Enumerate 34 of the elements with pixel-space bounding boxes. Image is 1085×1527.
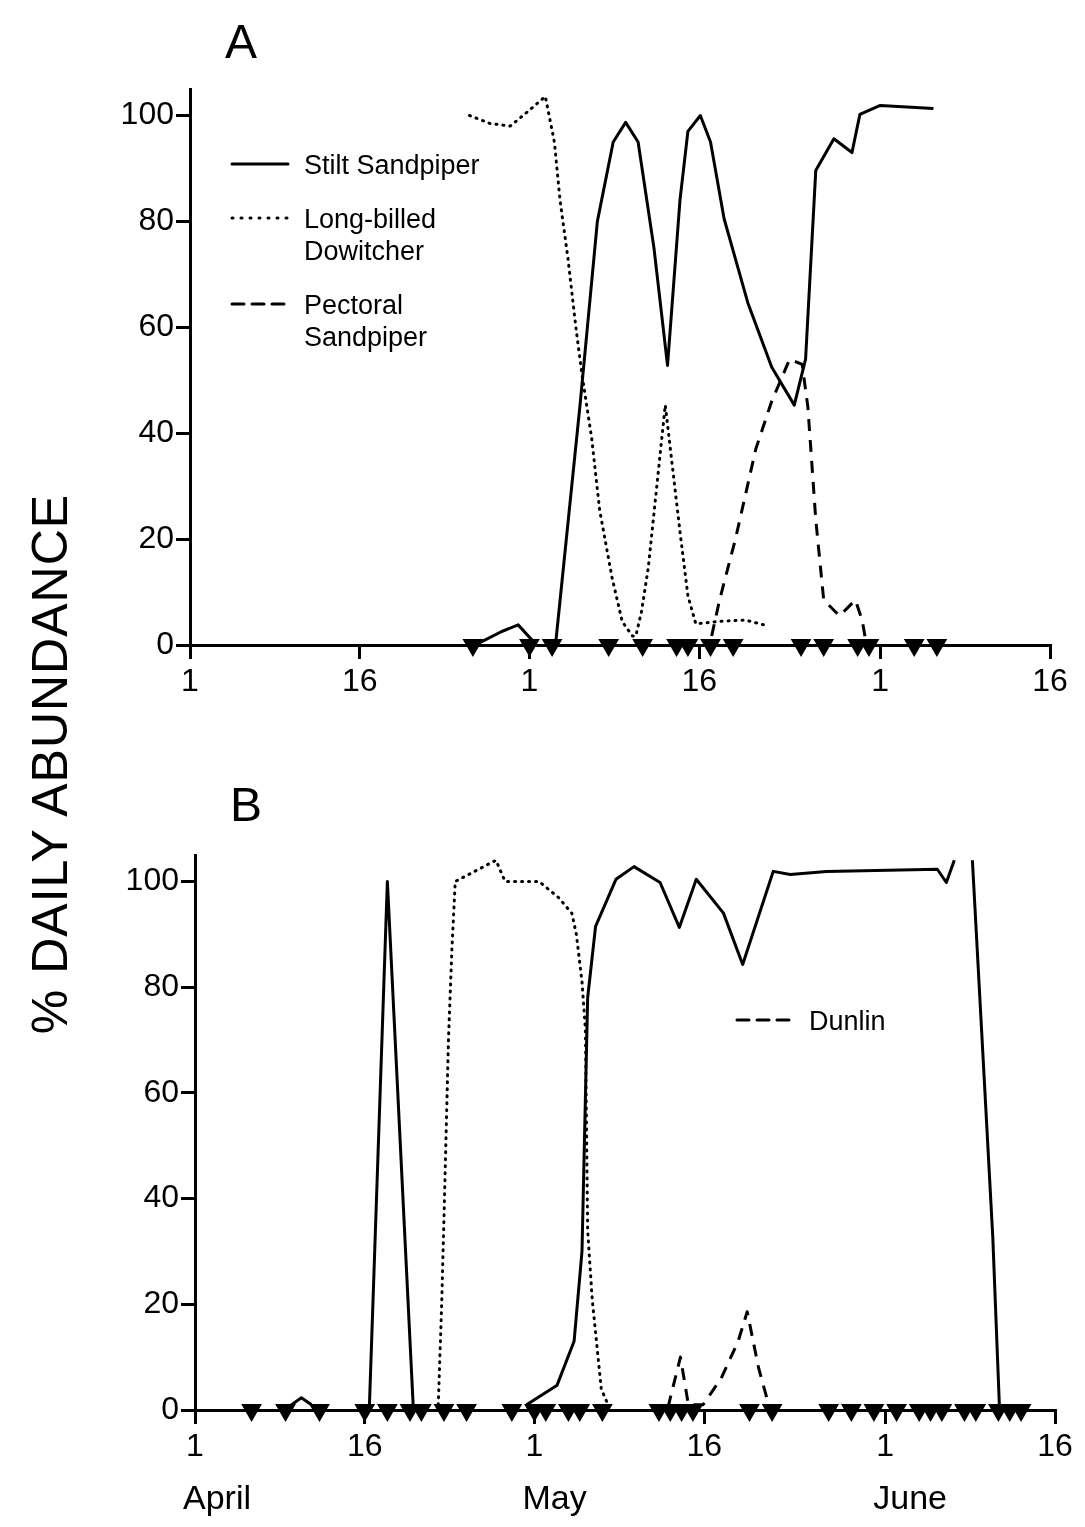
x-tick-label: 16 [686,1427,723,1464]
legend-label: Stilt Sandpiper [304,149,481,181]
x-tick-label: 1 [186,1427,204,1464]
x-tick-label: 1 [181,662,199,699]
x-tick-label: 16 [1037,1427,1073,1464]
y-tick-label: 60 [143,1072,179,1109]
y-tick-label: 40 [143,1178,179,1215]
text: June [873,1478,947,1517]
y-axis-title: % DAILY ABUNDANCE [21,492,79,1037]
y-tick-label: 40 [138,413,174,450]
text: April [183,1478,252,1517]
x-tick-label: 16 [341,662,378,699]
y-tick-label: 60 [138,307,174,344]
legend-label: Pectoral Sandpiper [304,289,429,353]
x-tick-label: 1 [525,1427,544,1464]
y-tick-label: 100 [120,95,174,132]
y-tick-label: 80 [143,966,179,1003]
chart-title: B [230,778,263,832]
y-tick-label: 80 [138,201,174,238]
x-tick-label: 16 [1032,662,1068,699]
y-tick-label: 100 [125,861,179,898]
legend-label: Dunlin [809,1005,887,1037]
y-tick-label: 20 [143,1284,179,1321]
x-tick-label: 1 [520,662,539,699]
x-tick-label: 16 [681,662,718,699]
y-tick-label: 0 [161,1389,179,1426]
x-tick-label: 16 [346,1427,383,1464]
x-tick-label: 1 [871,662,890,699]
text: May [522,1478,587,1517]
chart-title: A [225,15,258,69]
y-tick-label: 0 [156,624,174,661]
x-tick-label: 1 [876,1427,895,1464]
legend-label: Long-billed Dowitcher [304,203,438,267]
y-tick-label: 20 [138,518,174,555]
